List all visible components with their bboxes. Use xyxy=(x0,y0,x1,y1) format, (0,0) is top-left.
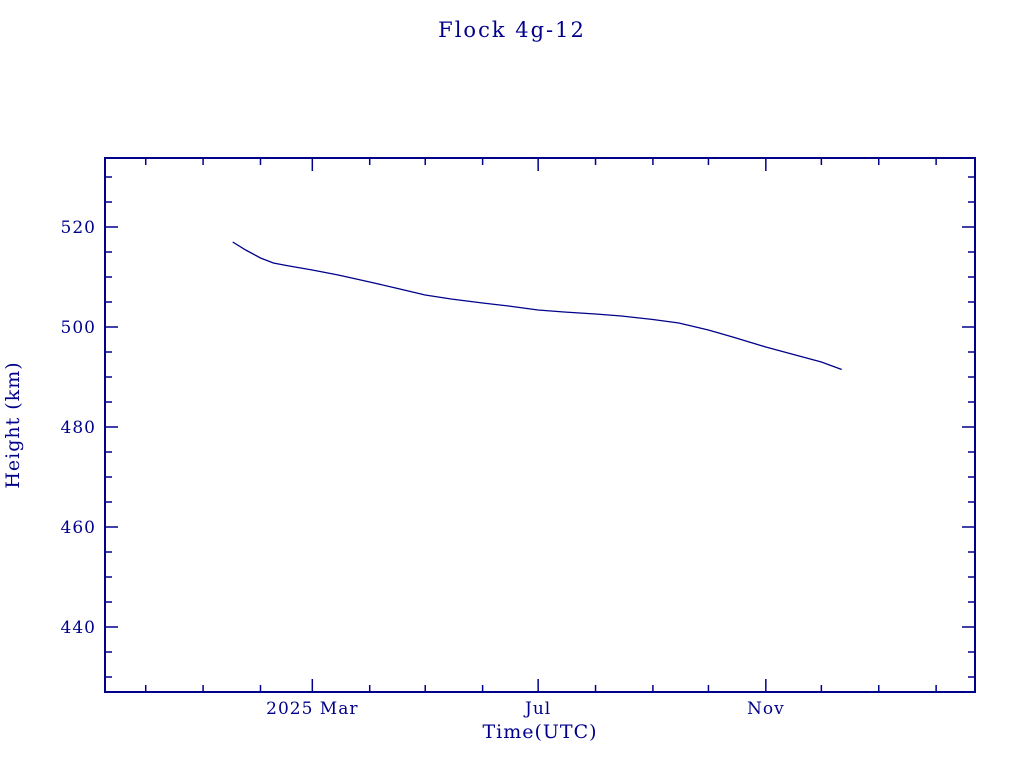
axis-ticks xyxy=(105,158,975,692)
y-tick-label: 500 xyxy=(61,318,96,338)
y-axis-title: Height (km) xyxy=(2,361,24,488)
chart-title: Flock 4g-12 xyxy=(438,18,586,42)
x-axis-title: Time(UTC) xyxy=(482,721,597,743)
y-tick-label: 480 xyxy=(61,418,96,438)
plot-frame xyxy=(104,157,976,693)
axis-tick-labels: 440 460 480 500 520 2025 Mar Jul Nov xyxy=(61,218,785,719)
x-tick-label: Nov xyxy=(747,699,785,719)
y-tick-label: 520 xyxy=(61,218,96,238)
x-tick-label: 2025 Mar xyxy=(266,699,358,719)
height-series-line xyxy=(232,241,842,371)
y-tick-label: 460 xyxy=(61,518,96,538)
y-tick-label: 440 xyxy=(61,618,96,638)
x-tick-label: Jul xyxy=(523,699,551,719)
